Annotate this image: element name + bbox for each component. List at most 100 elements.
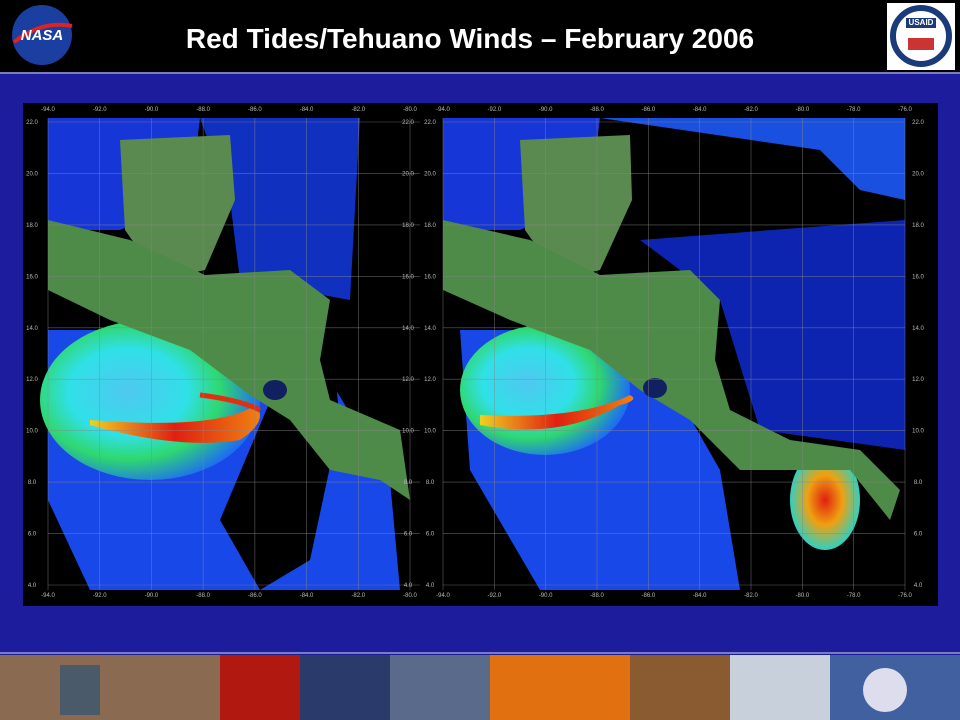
lon-label: -82.0 [351, 593, 365, 599]
lon-label: -90.0 [145, 593, 159, 599]
photo-canyon [630, 655, 730, 720]
lon-label: -90.0 [539, 107, 553, 113]
lon-label: -86.0 [248, 593, 262, 599]
lon-label: -82.0 [351, 107, 365, 113]
lat-label: 8.0 [28, 480, 37, 486]
left-map [40, 118, 420, 590]
bloom [199, 392, 262, 413]
lat-label: 22.0 [402, 120, 414, 126]
photo-people [0, 655, 220, 720]
lat-label: 16.0 [424, 274, 436, 280]
land [120, 135, 235, 280]
lat-label: 8.0 [404, 480, 413, 486]
photo-fire [490, 655, 630, 720]
lat-label: 14.0 [26, 326, 38, 332]
lat-label: 8.0 [914, 480, 923, 486]
lat-label: 22.0 [424, 120, 436, 126]
lat-label: 16.0 [912, 274, 924, 280]
lat-label: 4.0 [404, 583, 413, 589]
lat-label: 6.0 [28, 532, 37, 538]
bloom [480, 395, 634, 430]
lon-label: -80.0 [795, 593, 809, 599]
lon-label: -82.0 [744, 107, 758, 113]
lat-label: 12.0 [26, 377, 38, 383]
lon-label: -92.0 [487, 107, 501, 113]
lon-label: -88.0 [196, 593, 210, 599]
lat-label: 6.0 [404, 532, 413, 538]
lon-label: -82.0 [744, 593, 758, 599]
lat-label: 4.0 [426, 583, 435, 589]
lon-label: -86.0 [641, 593, 655, 599]
lat-label: 4.0 [28, 583, 37, 589]
nasa-swoosh [12, 22, 73, 44]
lon-label: -88.0 [196, 107, 210, 113]
lon-label: -94.0 [436, 593, 450, 599]
ocean [640, 220, 905, 450]
ocean [200, 118, 360, 300]
lat-label: 16.0 [402, 274, 414, 280]
usaid-logo [887, 3, 955, 70]
lat-label: 10.0 [26, 429, 38, 435]
lat-label: 20.0 [912, 171, 924, 177]
land [48, 220, 410, 500]
photo-storm [390, 655, 490, 720]
lat-label: 6.0 [914, 532, 923, 538]
lat-label: 12.0 [912, 377, 924, 383]
header-bar [0, 0, 960, 72]
lat-label: 20.0 [402, 171, 414, 177]
lat-label: 22.0 [26, 120, 38, 126]
land [443, 220, 900, 520]
photo-computer [60, 665, 100, 715]
lon-label: -84.0 [693, 107, 707, 113]
lat-label: 10.0 [912, 429, 924, 435]
usaid-text: USAID [909, 18, 934, 27]
lake [263, 380, 287, 400]
lon-label: -86.0 [641, 107, 655, 113]
lon-label: -76.0 [898, 593, 912, 599]
right-map [443, 118, 905, 590]
lat-label: 18.0 [402, 223, 414, 229]
lon-label: -84.0 [300, 107, 314, 113]
lat-label: 14.0 [424, 326, 436, 332]
grids: -94.0 -94.0 -92.0 -92.0 -90.0 -90.0 -88.0 -88.0… [26, 107, 924, 599]
land [520, 135, 632, 280]
lat-label: 18.0 [424, 223, 436, 229]
lon-label: -78.0 [847, 593, 861, 599]
lon-label: -88.0 [590, 593, 604, 599]
photo-strip [0, 655, 960, 720]
lat-label: 16.0 [26, 274, 38, 280]
lake [643, 378, 667, 398]
lat-label: 20.0 [424, 171, 436, 177]
slide-title: Red Tides/Tehuano Winds – February 2006 [186, 23, 754, 54]
lat-label: 8.0 [426, 480, 435, 486]
lon-label: -86.0 [248, 107, 262, 113]
nasa-logo [12, 5, 72, 65]
lat-label: 10.0 [402, 429, 414, 435]
hurricane-eye [863, 668, 907, 712]
lat-label: 22.0 [912, 120, 924, 126]
lon-label: -92.0 [487, 593, 501, 599]
lon-label: -84.0 [693, 593, 707, 599]
lon-label: -76.0 [898, 107, 912, 113]
lon-label: -92.0 [93, 593, 107, 599]
bloom [90, 405, 260, 443]
lon-label: -80.0 [403, 107, 417, 113]
lon-label: -88.0 [590, 107, 604, 113]
lat-label: 14.0 [402, 326, 414, 332]
usaid-stripes [908, 38, 934, 50]
photo-volcano [220, 655, 300, 720]
lon-label: -84.0 [300, 593, 314, 599]
lat-label: 20.0 [26, 171, 38, 177]
lon-label: -90.0 [145, 107, 159, 113]
lon-label: -94.0 [436, 107, 450, 113]
lon-label: -94.0 [41, 593, 55, 599]
lon-label: -94.0 [41, 107, 55, 113]
lon-label: -78.0 [847, 107, 861, 113]
lat-label: 18.0 [912, 223, 924, 229]
lat-label: 4.0 [914, 583, 923, 589]
photo-lightning [300, 655, 390, 720]
photo-snow [730, 655, 830, 720]
lon-label: -90.0 [539, 593, 553, 599]
